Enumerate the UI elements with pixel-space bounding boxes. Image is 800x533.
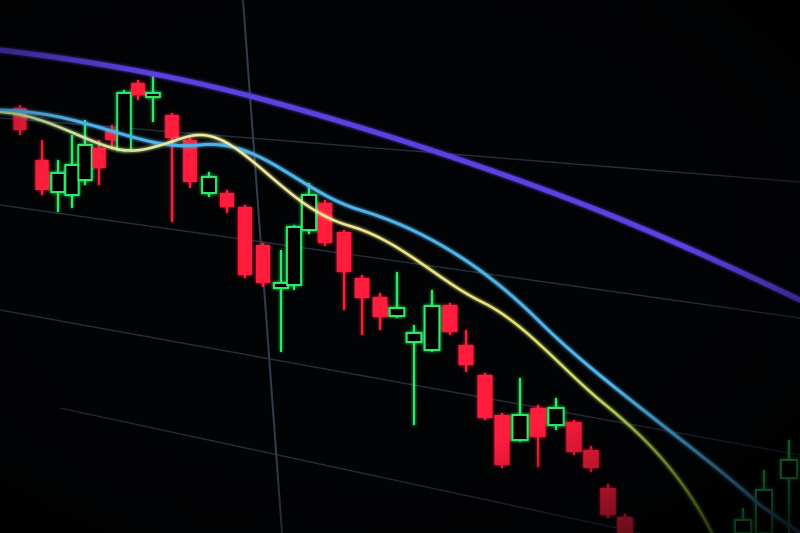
vignette [0, 0, 800, 533]
screen-photo [0, 0, 800, 533]
page-body: (() => { const NS = 'http://www.w3.org/2… [0, 0, 800, 533]
page: {} html, body { margin: 0; padding: 0; b… [0, 0, 800, 533]
